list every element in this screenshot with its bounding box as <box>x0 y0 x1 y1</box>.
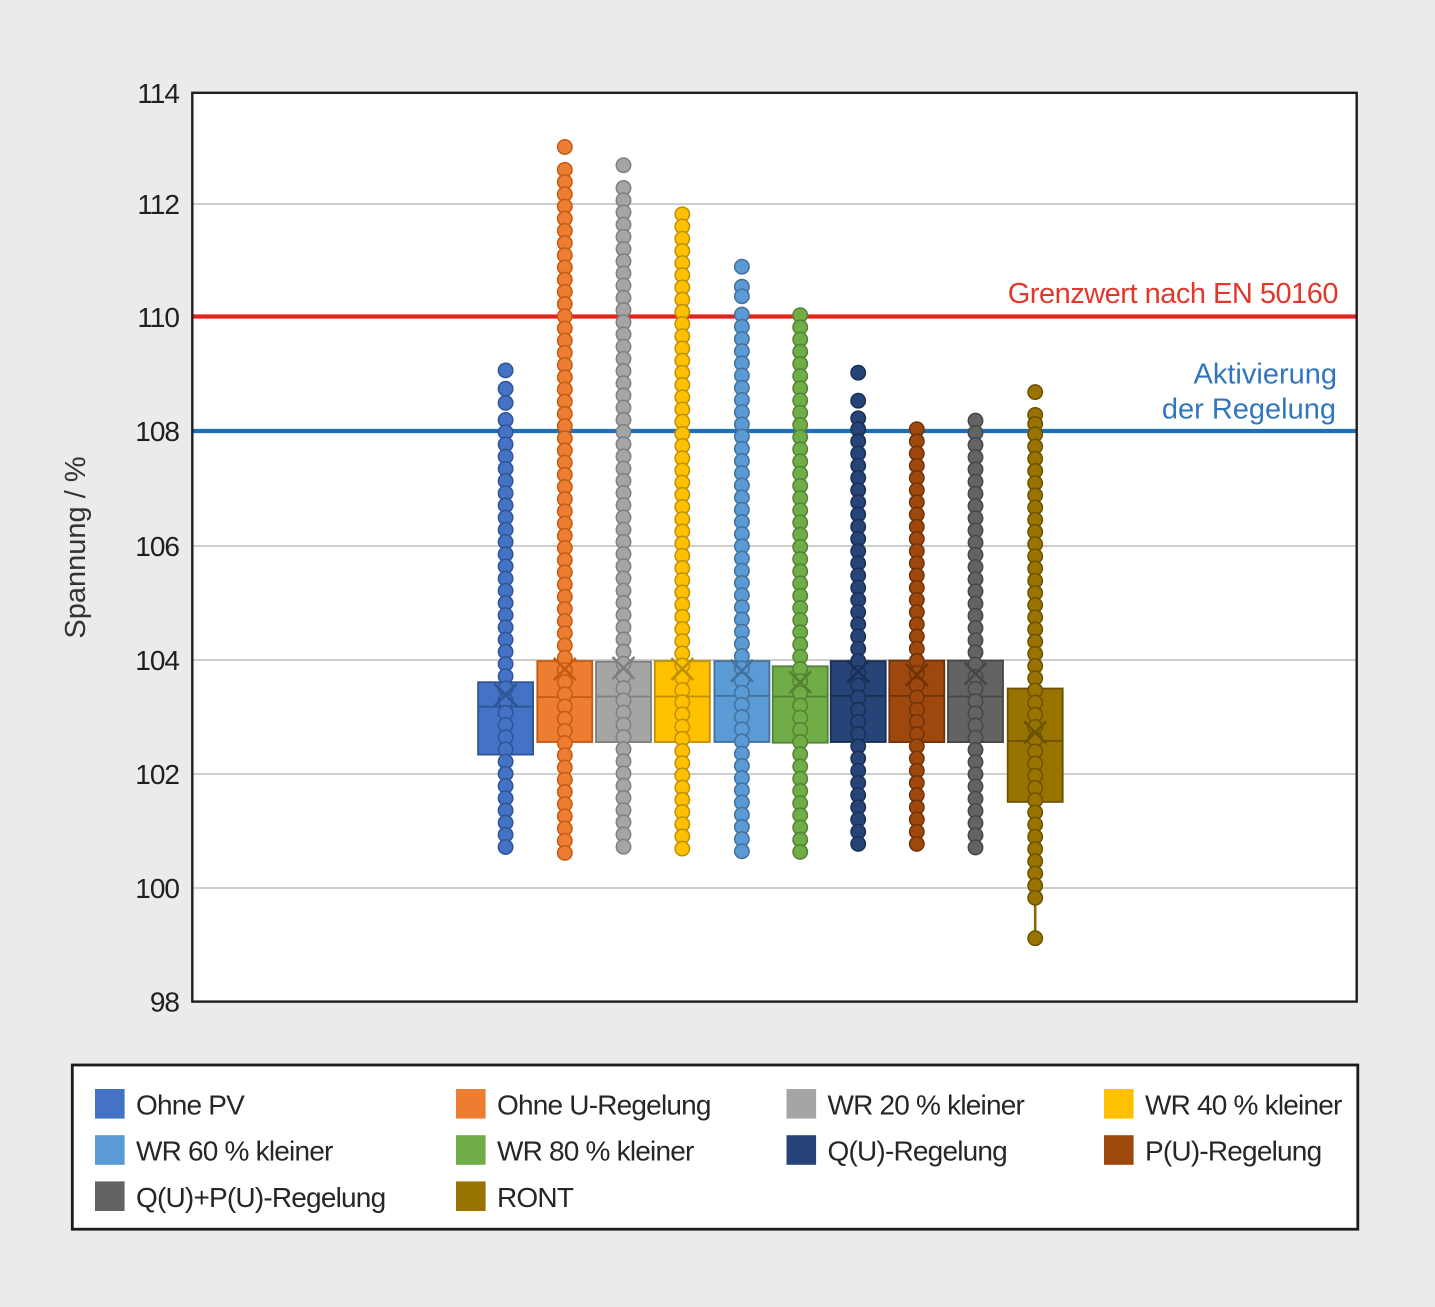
svg-text:98: 98 <box>150 987 180 1018</box>
svg-text:100: 100 <box>135 873 179 904</box>
svg-text:WR 80 % kleiner: WR 80 % kleiner <box>497 1136 694 1167</box>
svg-text:104: 104 <box>135 645 179 676</box>
svg-text:Q(U)+P(U)-Regelung: Q(U)+P(U)-Regelung <box>136 1182 385 1213</box>
svg-text:WR 60 % kleiner: WR 60 % kleiner <box>136 1136 333 1167</box>
svg-text:106: 106 <box>135 531 179 562</box>
svg-text:Grenzwert nach EN 50160: Grenzwert nach EN 50160 <box>1008 278 1338 310</box>
svg-text:114: 114 <box>137 78 179 109</box>
svg-text:Spannung / %: Spannung / % <box>60 456 92 638</box>
svg-text:102: 102 <box>135 759 179 790</box>
svg-text:Aktivierung: Aktivierung <box>1194 359 1337 391</box>
svg-text:der Regelung: der Regelung <box>1162 394 1336 426</box>
svg-text:WR 20 % kleiner: WR 20 % kleiner <box>828 1089 1025 1120</box>
svg-text:Q(U)-Regelung: Q(U)-Regelung <box>828 1136 1007 1167</box>
svg-text:108: 108 <box>135 416 179 447</box>
svg-text:Ohne U-Regelung: Ohne U-Regelung <box>497 1089 711 1120</box>
svg-text:P(U)-Regelung: P(U)-Regelung <box>1145 1136 1321 1167</box>
svg-text:Ohne PV: Ohne PV <box>136 1089 245 1120</box>
svg-text:112: 112 <box>137 189 179 220</box>
svg-text:110: 110 <box>137 302 179 333</box>
svg-text:RONT: RONT <box>497 1182 574 1213</box>
svg-text:WR 40 % kleiner: WR 40 % kleiner <box>1145 1089 1342 1120</box>
